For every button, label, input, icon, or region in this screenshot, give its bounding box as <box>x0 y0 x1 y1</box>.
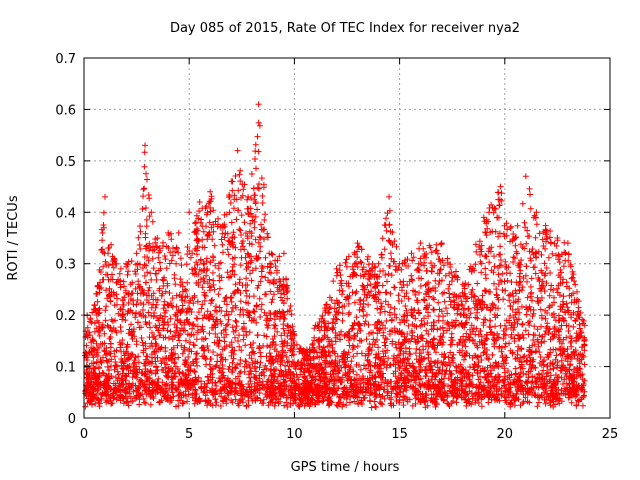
chart-title: Day 085 of 2015, Rate Of TEC Index for r… <box>170 21 520 36</box>
plot-frame <box>83 57 611 419</box>
data-points <box>81 101 588 411</box>
y-tick-label: 0 <box>68 412 76 427</box>
x-tick-label: 0 <box>80 427 88 442</box>
x-tick-label: 5 <box>185 427 193 442</box>
data-point-markers <box>81 101 588 411</box>
y-tick-label: 0.7 <box>55 52 76 67</box>
x-tick-label: 10 <box>286 427 303 442</box>
tick-labels: 0 5 10 15 20 25 0 0.1 0.2 0.3 0.4 0.5 0.6 0.7 <box>55 52 618 442</box>
y-tick-label: 0.2 <box>55 309 76 324</box>
y-tick-label: 0.1 <box>55 361 76 376</box>
y-axis-label: ROTI / TECUs <box>6 195 21 280</box>
x-axis-label: GPS time / hours <box>291 460 400 475</box>
x-tick-label: 15 <box>391 427 408 442</box>
y-tick-label: 0.6 <box>55 103 76 118</box>
x-tick-label: 25 <box>602 427 619 442</box>
y-tick-label: 0.5 <box>55 155 76 170</box>
x-tick-label: 20 <box>497 427 514 442</box>
axes <box>83 57 611 419</box>
y-tick-label: 0.4 <box>55 206 76 221</box>
y-tick-label: 0.3 <box>55 258 76 273</box>
